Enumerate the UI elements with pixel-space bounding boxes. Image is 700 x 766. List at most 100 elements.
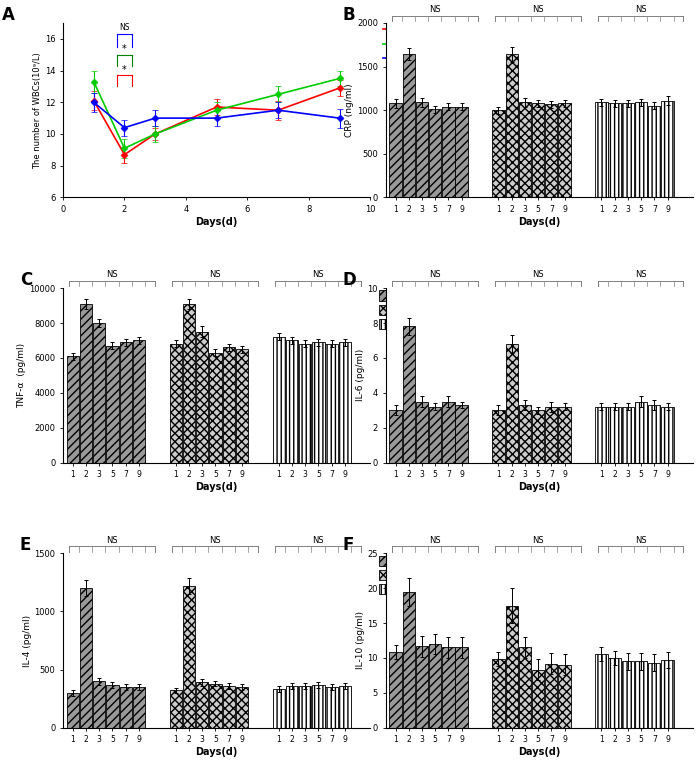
- Bar: [416, 646, 428, 728]
- Bar: [519, 405, 531, 463]
- Text: NS: NS: [532, 535, 543, 545]
- Bar: [312, 342, 325, 463]
- Bar: [106, 685, 118, 728]
- Bar: [635, 661, 648, 728]
- Legend: The mERAT group, The appendectomy group, The blank group: The mERAT group, The appendectomy group,…: [377, 289, 511, 331]
- Bar: [429, 407, 441, 463]
- Y-axis label: IL-10 (pg/ml): IL-10 (pg/ml): [356, 611, 365, 669]
- Bar: [209, 683, 222, 728]
- Bar: [66, 692, 79, 728]
- Bar: [209, 352, 222, 463]
- Bar: [442, 401, 454, 463]
- Bar: [236, 687, 248, 728]
- Bar: [402, 326, 415, 463]
- Bar: [595, 654, 608, 728]
- Bar: [80, 304, 92, 463]
- Text: A: A: [1, 5, 15, 24]
- Y-axis label: The number of WBCs(10⁹/L): The number of WBCs(10⁹/L): [33, 52, 42, 169]
- Bar: [133, 340, 145, 463]
- Bar: [286, 686, 298, 728]
- Bar: [299, 686, 312, 728]
- Text: D: D: [343, 270, 356, 289]
- Bar: [559, 103, 570, 198]
- Bar: [80, 588, 92, 728]
- Text: NS: NS: [429, 535, 440, 545]
- X-axis label: Days(d): Days(d): [518, 482, 561, 492]
- Bar: [456, 106, 468, 198]
- Text: *: *: [122, 44, 127, 54]
- Text: C: C: [20, 270, 32, 289]
- Bar: [532, 669, 545, 728]
- Bar: [169, 690, 182, 728]
- Bar: [339, 342, 351, 463]
- Bar: [608, 103, 621, 198]
- X-axis label: Days(d): Days(d): [518, 217, 561, 227]
- Bar: [120, 687, 132, 728]
- Text: NS: NS: [429, 5, 440, 15]
- Bar: [442, 106, 454, 198]
- Bar: [442, 647, 454, 728]
- Bar: [93, 681, 106, 728]
- Bar: [106, 345, 118, 463]
- Bar: [505, 54, 518, 198]
- Y-axis label: CRP (ng/ml): CRP (ng/ml): [345, 83, 354, 137]
- Bar: [648, 663, 660, 728]
- Bar: [236, 349, 248, 463]
- Bar: [662, 660, 673, 728]
- Bar: [608, 658, 621, 728]
- X-axis label: Days(d): Days(d): [195, 482, 238, 492]
- Text: NS: NS: [532, 270, 543, 280]
- Text: NS: NS: [119, 24, 130, 32]
- Bar: [456, 647, 468, 728]
- Text: B: B: [343, 5, 356, 24]
- Bar: [492, 660, 505, 728]
- Bar: [635, 401, 648, 463]
- Text: NS: NS: [312, 535, 323, 545]
- Bar: [389, 653, 402, 728]
- Bar: [326, 687, 337, 728]
- Bar: [456, 405, 468, 463]
- Bar: [608, 407, 621, 463]
- Legend: The mERAT group, The appendectomy group, The blank group: The mERAT group, The appendectomy group,…: [377, 554, 511, 596]
- Bar: [622, 661, 634, 728]
- Bar: [183, 304, 195, 463]
- Text: NS: NS: [429, 270, 440, 280]
- Text: NS: NS: [106, 270, 118, 280]
- Bar: [519, 647, 531, 728]
- Bar: [492, 411, 505, 463]
- Bar: [492, 110, 505, 198]
- Bar: [326, 344, 337, 463]
- Bar: [272, 337, 285, 463]
- Text: NS: NS: [106, 535, 118, 545]
- Y-axis label: IL-6 (pg/ml): IL-6 (pg/ml): [356, 349, 365, 401]
- Bar: [299, 344, 312, 463]
- Bar: [559, 407, 570, 463]
- Text: F: F: [343, 536, 354, 554]
- Bar: [662, 100, 673, 198]
- Bar: [545, 407, 557, 463]
- Legend: The mERAT group, The appendectomy group, The blank group: The mERAT group, The appendectomy group,…: [381, 24, 528, 66]
- Bar: [223, 686, 234, 728]
- Bar: [196, 332, 209, 463]
- Bar: [532, 103, 545, 198]
- Text: NS: NS: [635, 535, 646, 545]
- Bar: [66, 356, 79, 463]
- Bar: [559, 665, 570, 728]
- Bar: [339, 686, 351, 728]
- Bar: [93, 323, 106, 463]
- Bar: [286, 340, 298, 463]
- Bar: [416, 103, 428, 198]
- Y-axis label: TNF-α  (pg/ml): TNF-α (pg/ml): [18, 342, 27, 408]
- Bar: [429, 110, 441, 198]
- Bar: [389, 103, 402, 198]
- Text: NS: NS: [635, 5, 646, 15]
- Bar: [648, 106, 660, 198]
- Bar: [519, 103, 531, 198]
- Bar: [595, 103, 608, 198]
- Bar: [223, 348, 234, 463]
- Bar: [312, 685, 325, 728]
- Bar: [648, 405, 660, 463]
- Bar: [595, 407, 608, 463]
- Bar: [272, 689, 285, 728]
- Bar: [183, 586, 195, 728]
